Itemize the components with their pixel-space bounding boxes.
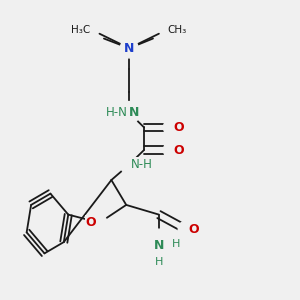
Text: O: O <box>174 143 184 157</box>
Text: CH₃: CH₃ <box>168 26 187 35</box>
Text: O: O <box>174 121 184 134</box>
Circle shape <box>150 229 168 248</box>
Text: N-H: N-H <box>131 158 153 171</box>
Text: H₃C: H₃C <box>71 26 91 35</box>
Circle shape <box>178 221 193 237</box>
Text: H-N: H-N <box>106 106 128 119</box>
Circle shape <box>164 119 178 136</box>
Circle shape <box>120 155 138 174</box>
Circle shape <box>92 214 107 231</box>
Circle shape <box>164 142 178 158</box>
Text: N: N <box>129 106 140 119</box>
Circle shape <box>120 38 138 58</box>
Text: H: H <box>155 256 163 267</box>
Text: H: H <box>172 239 181 249</box>
Text: N: N <box>154 239 164 252</box>
Text: O: O <box>189 223 199 236</box>
Text: O: O <box>86 216 97 229</box>
Circle shape <box>119 101 140 124</box>
Text: H: H <box>120 106 129 119</box>
Text: N: N <box>124 42 134 55</box>
